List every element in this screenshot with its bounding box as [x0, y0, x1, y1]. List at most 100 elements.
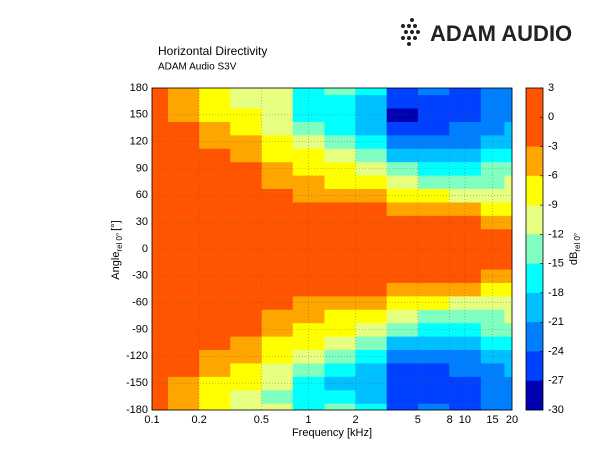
heat-cell — [480, 88, 505, 96]
heat-cell — [449, 175, 482, 190]
heat-cell — [418, 282, 450, 297]
heat-cell — [355, 255, 388, 270]
heat-cell — [199, 389, 231, 404]
heat-cell — [199, 202, 231, 216]
heat-cell — [480, 121, 505, 136]
y-axis-label-main: Angle — [110, 252, 122, 280]
heat-cell — [418, 148, 450, 163]
x-tick-label: 5 — [415, 414, 421, 426]
heat-cell — [386, 389, 419, 404]
heat-cell — [480, 376, 505, 391]
heat-cell — [152, 389, 169, 404]
heat-cell — [418, 376, 450, 391]
heat-cell — [504, 269, 513, 283]
heat-cell — [324, 121, 356, 136]
heat-cell — [152, 134, 169, 149]
heat-cell — [480, 309, 505, 324]
heat-cell — [386, 309, 419, 324]
heat-cell — [261, 255, 294, 270]
heat-cell — [386, 376, 419, 391]
heat-cell — [504, 295, 513, 310]
colorbar-label: dBrel 0° — [568, 233, 582, 265]
heat-cell — [504, 282, 513, 297]
heat-cell — [480, 94, 505, 109]
heat-cell — [167, 349, 200, 364]
heat-cell — [386, 148, 419, 163]
heat-cell — [324, 376, 356, 391]
heat-cell — [167, 121, 200, 136]
heat-cell — [504, 403, 513, 411]
heat-cell — [292, 336, 325, 351]
heat-cell — [324, 108, 356, 122]
heat-cell — [199, 403, 231, 411]
heat-cell — [480, 148, 505, 163]
x-tick-label: 20 — [506, 414, 518, 426]
heat-cell — [324, 88, 356, 96]
heat-cell — [230, 349, 263, 364]
heat-cell — [230, 228, 263, 243]
colorbar-label-main: dB — [568, 252, 580, 265]
heat-cell — [480, 282, 505, 297]
colorbar-band — [526, 292, 543, 323]
heat-cell — [261, 403, 294, 411]
colorbar-tick-label: -12 — [548, 228, 564, 240]
heat-cell — [199, 228, 231, 243]
heat-cell — [504, 108, 513, 122]
heat-cell — [449, 282, 482, 297]
colorbar-tick-label: -21 — [548, 316, 564, 328]
heat-cell — [230, 282, 263, 297]
heat-cell — [199, 269, 231, 283]
heat-cell — [324, 202, 356, 216]
heat-cell — [152, 108, 169, 122]
heat-cell — [292, 121, 325, 136]
heat-cell — [504, 148, 513, 163]
heat-cell — [199, 282, 231, 297]
heat-cell — [292, 403, 325, 411]
heat-cell — [355, 148, 388, 163]
colorbar-tick-label: -6 — [548, 170, 558, 182]
heat-cell — [324, 336, 356, 351]
y-axis-label-unit: [°] — [110, 220, 122, 231]
x-tick-label: 0.5 — [254, 414, 269, 426]
heat-cell — [355, 309, 388, 324]
colorbar-tick-label: -3 — [548, 140, 558, 152]
heat-cell — [167, 363, 200, 377]
heat-cell — [449, 242, 482, 257]
heat-cell — [167, 255, 200, 270]
y-tick-label: -90 — [132, 323, 148, 335]
heat-cell — [152, 188, 169, 203]
heat-cell — [480, 363, 505, 377]
heat-cell — [355, 403, 388, 411]
heat-cell — [167, 175, 200, 190]
heat-cell — [199, 188, 231, 203]
colorbar-tick-label: -24 — [548, 345, 564, 357]
colorbar-tick-label: -18 — [548, 287, 564, 299]
heat-cell — [449, 228, 482, 243]
heat-cell — [449, 88, 482, 96]
heat-cell — [386, 108, 419, 122]
heat-cell — [261, 121, 294, 136]
heat-cell — [199, 161, 231, 176]
colorbar-band — [526, 234, 543, 264]
heat-cell — [324, 269, 356, 283]
heat-cell — [152, 269, 169, 283]
heat-cell — [230, 188, 263, 203]
heat-cell — [324, 175, 356, 190]
heat-cell — [152, 148, 169, 163]
heat-cell — [152, 403, 169, 411]
heat-cell — [324, 282, 356, 297]
heat-cell — [418, 269, 450, 283]
heat-cell — [261, 134, 294, 149]
heat-cell — [324, 161, 356, 176]
y-tick-label: 30 — [136, 216, 148, 228]
heat-cell — [152, 363, 169, 377]
colorbar-band — [526, 322, 543, 352]
heat-cell — [449, 215, 482, 230]
heat-cell — [324, 255, 356, 270]
heat-cell — [449, 269, 482, 283]
heat-cell — [449, 322, 482, 337]
heat-cell — [355, 336, 388, 351]
heat-cell — [386, 121, 419, 136]
heat-cell — [230, 376, 263, 391]
heat-cell — [152, 309, 169, 324]
